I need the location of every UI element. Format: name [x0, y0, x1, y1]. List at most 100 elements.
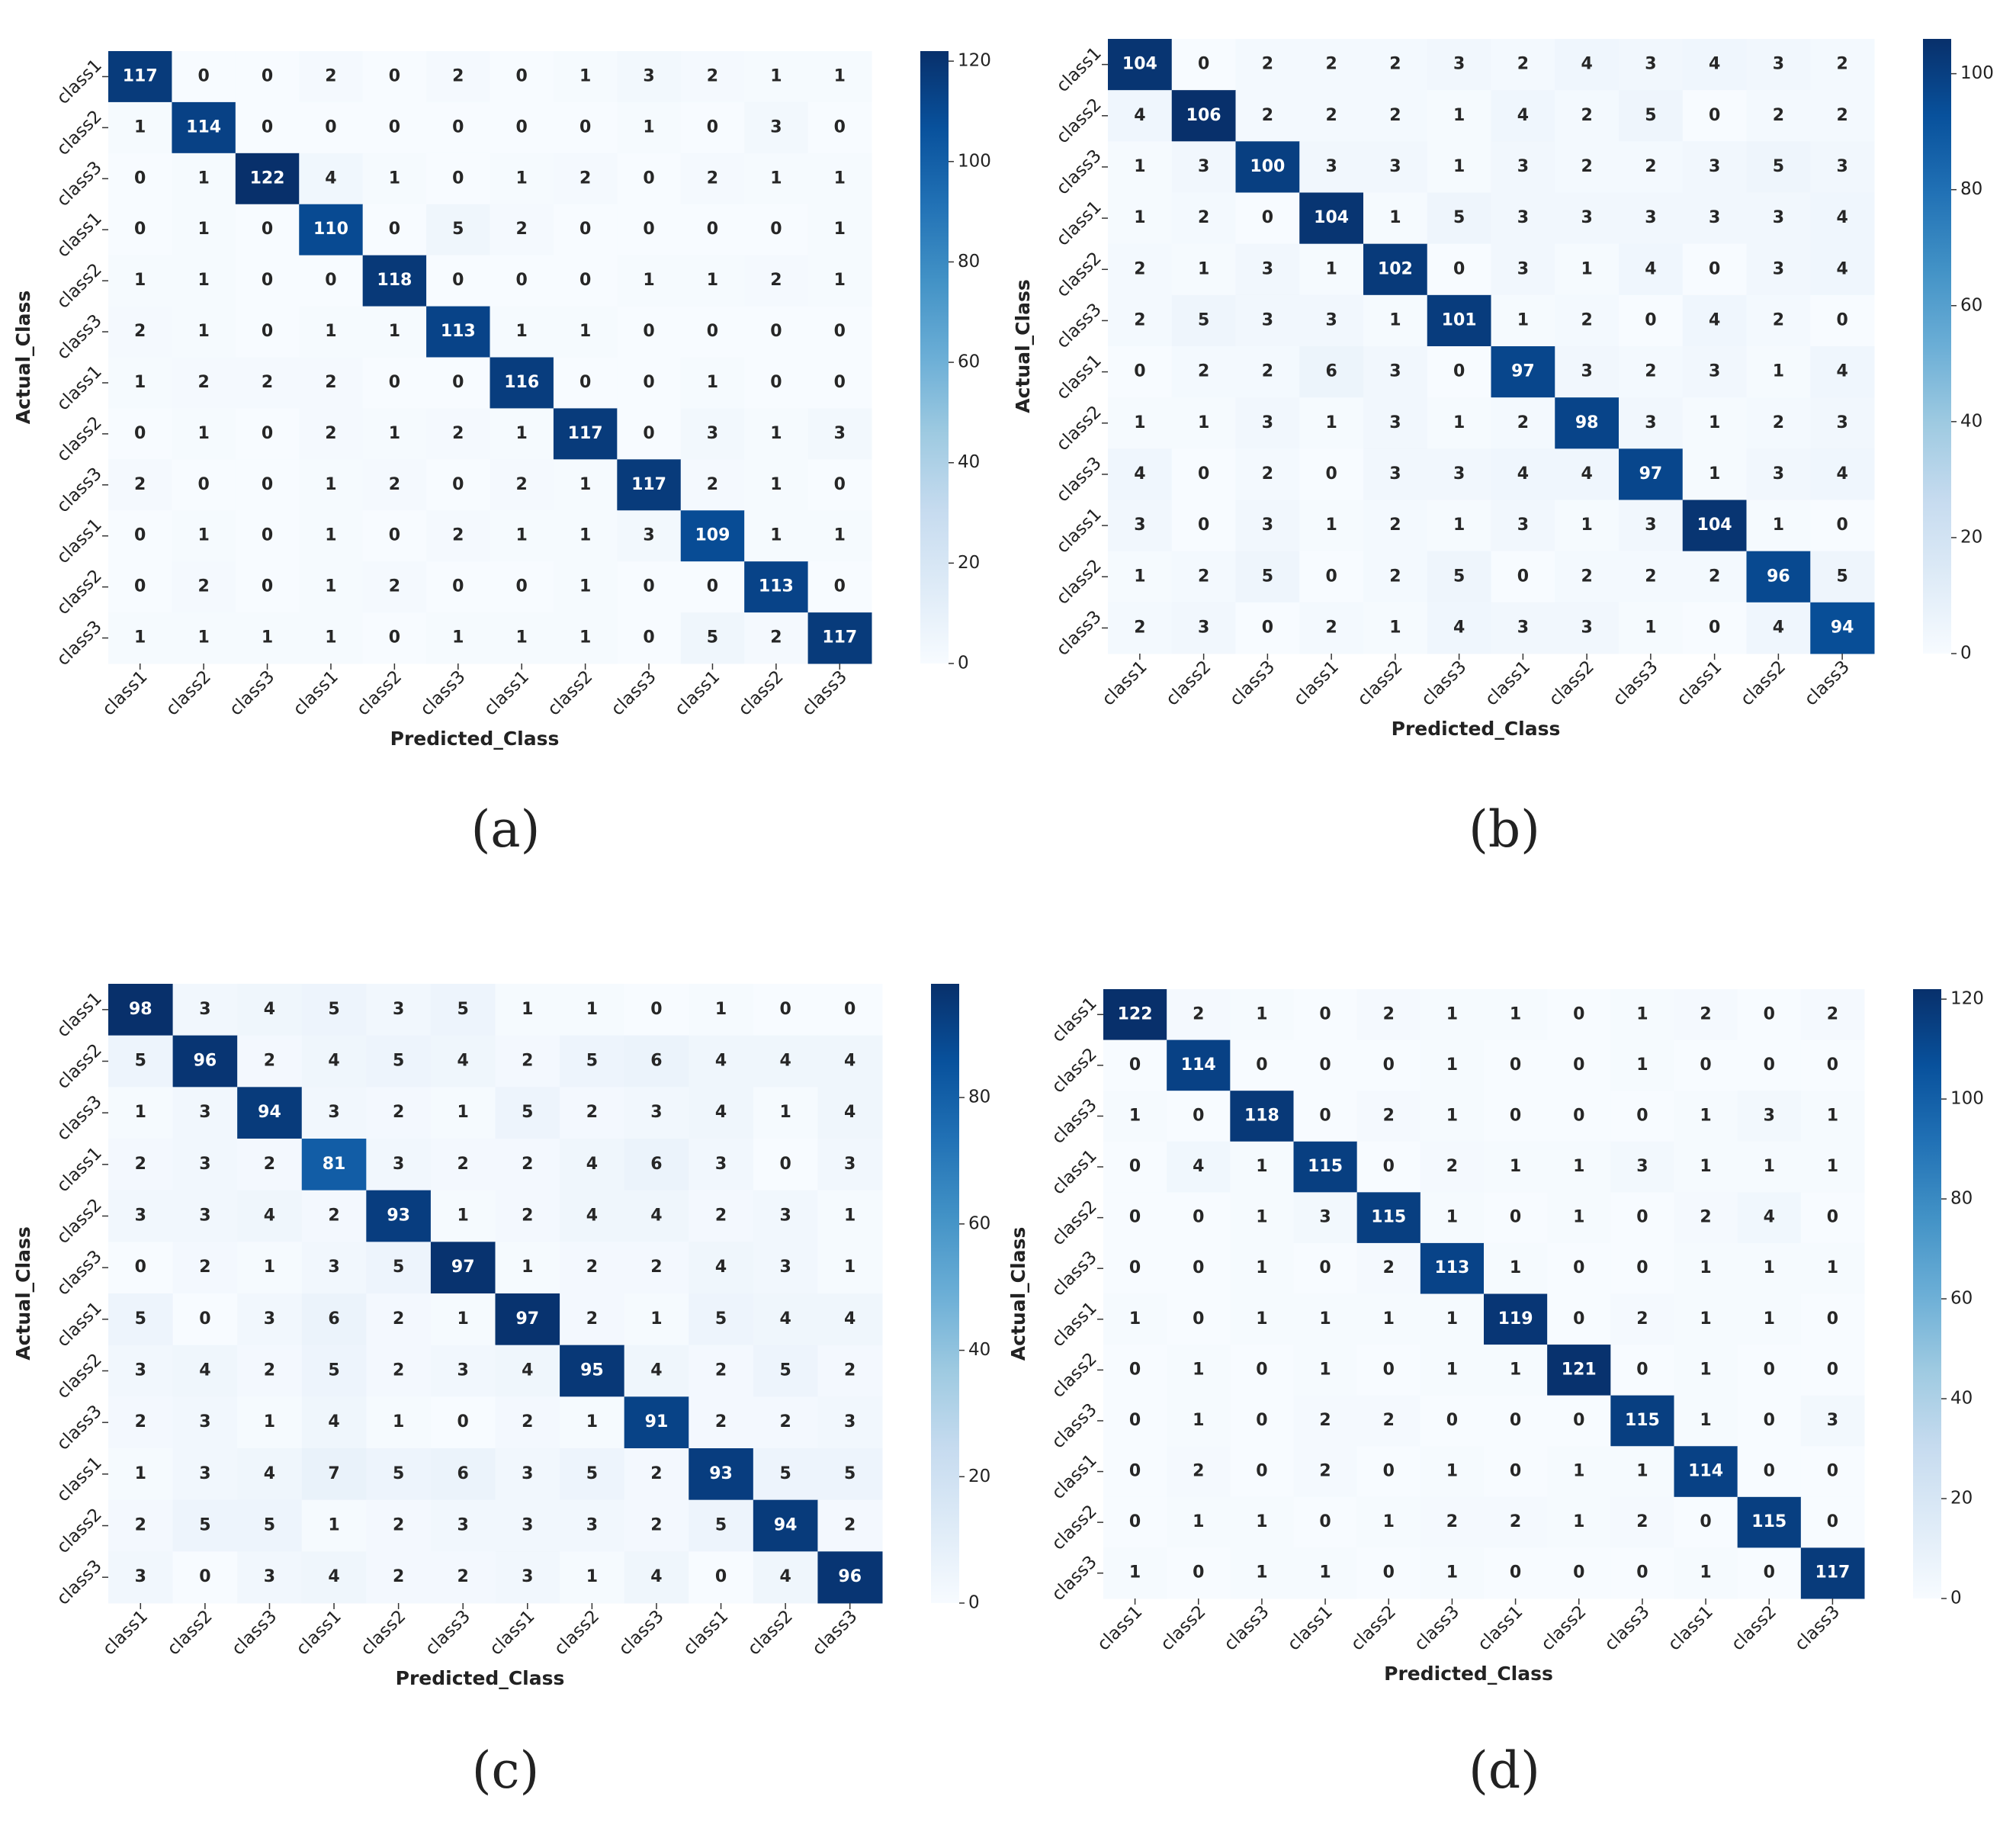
cell-value: 3: [1581, 618, 1592, 637]
heatmap-cell: [1363, 39, 1428, 91]
heatmap-cell: [299, 510, 364, 562]
heatmap-cell: [299, 101, 364, 154]
cell-value: 2: [393, 1103, 404, 1122]
cell-value: 115: [1625, 1411, 1660, 1430]
heatmap-cell: [426, 255, 490, 307]
cell-value: 1: [1453, 157, 1465, 176]
x-tick-label: class1: [290, 667, 342, 719]
heatmap-cell: [1427, 141, 1491, 193]
colorbar-tick-label: 40: [958, 452, 980, 472]
heatmap-cell: [617, 459, 682, 511]
cell-value: 1: [1764, 1258, 1775, 1277]
heatmap-cell: [1230, 1242, 1294, 1294]
colorbar-tick-label: 120: [958, 51, 991, 71]
cell-value: 0: [452, 475, 464, 494]
x-tick-label: class2: [164, 1606, 217, 1659]
heatmap-cell: [817, 1345, 883, 1397]
x-tick-label: class1: [293, 1606, 345, 1659]
cell-value: 113: [1434, 1258, 1469, 1277]
heatmap-cell: [1171, 602, 1236, 654]
cell-value: 0: [1573, 1309, 1584, 1329]
cell-value: 3: [457, 1361, 469, 1380]
colorbar-tick-label: 100: [1960, 63, 1994, 83]
heatmap-cell: [1800, 1039, 1865, 1091]
cell-value: 94: [258, 1103, 281, 1122]
heatmap-cell: [680, 306, 745, 358]
heatmap-cell: [1299, 551, 1364, 603]
cell-value: 0: [1709, 259, 1720, 278]
heatmap-cell: [235, 101, 300, 154]
cell-value: 2: [1773, 310, 1784, 329]
heatmap-cell: [680, 408, 745, 460]
heatmap-cell: [1167, 989, 1231, 1041]
heatmap-cell: [1427, 448, 1491, 500]
cell-value: 1: [1325, 413, 1337, 432]
y-axis-label: Actual_Class: [1012, 279, 1034, 413]
cell-value: 0: [1764, 1004, 1775, 1023]
cell-value: 2: [135, 1155, 146, 1174]
cell-value: 1: [1383, 1512, 1395, 1531]
cell-value: 5: [135, 1052, 146, 1071]
heatmap-cell: [1420, 1293, 1485, 1345]
cell-value: 0: [1193, 1258, 1204, 1277]
heatmap-cell: [362, 612, 427, 664]
colorbar: [920, 51, 949, 663]
cell-value: 4: [1836, 208, 1847, 227]
cell-value: 3: [1389, 464, 1401, 484]
cell-value: 2: [389, 475, 400, 494]
cell-value: 3: [715, 1155, 727, 1174]
colorbar-tick-label: 40: [1950, 1389, 1973, 1409]
cell-value: 114: [1688, 1462, 1723, 1481]
cell-value: 5: [1773, 157, 1784, 176]
cell-value: 0: [1325, 567, 1337, 586]
caption: (b): [1469, 800, 1540, 859]
heatmap-cell: [744, 101, 809, 154]
heatmap-cell: [495, 1345, 560, 1397]
cell-value: 1: [1446, 1360, 1458, 1379]
y-tick-label: class3: [53, 1402, 106, 1454]
heatmap-cell: [1547, 1395, 1611, 1447]
cell-value: 1: [1773, 516, 1784, 535]
y-tick-label: class1: [1053, 198, 1106, 250]
heatmap-cell: [1674, 1446, 1738, 1498]
heatmap-cell: [1674, 1192, 1738, 1244]
cell-value: 1: [1325, 516, 1337, 535]
heatmap-cell: [301, 1345, 367, 1397]
heatmap-cell: [172, 1139, 238, 1191]
cell-value: 2: [779, 1412, 791, 1431]
heatmap-cell: [1299, 39, 1364, 91]
heatmap-cell: [235, 51, 300, 103]
cell-value: 81: [323, 1155, 346, 1174]
heatmap-cell: [108, 51, 172, 103]
heatmap-cell: [1682, 294, 1747, 347]
cell-value: 7: [328, 1464, 339, 1483]
heatmap-cell: [680, 255, 745, 307]
heatmap-cell: [172, 51, 236, 103]
cell-value: 4: [715, 1103, 727, 1122]
heatmap-cell: [1235, 551, 1300, 603]
x-tick-label: class2: [1546, 657, 1598, 709]
cell-value: 0: [834, 475, 846, 494]
x-tick-label: class2: [544, 667, 596, 719]
heatmap-cell: [680, 101, 745, 154]
heatmap-cell: [1555, 551, 1620, 603]
heatmap-cell: [1103, 1091, 1167, 1142]
cell-value: 0: [1700, 1512, 1711, 1531]
heatmap-cell: [366, 1035, 432, 1088]
heatmap-cell: [1484, 1395, 1548, 1447]
heatmap-cell: [1230, 1293, 1294, 1345]
cell-value: 0: [134, 526, 146, 545]
cell-value: 1: [770, 169, 782, 188]
cell-value: 0: [1573, 1563, 1584, 1582]
x-tick-label: class1: [486, 1606, 539, 1659]
heatmap-cell: [560, 1551, 625, 1604]
y-tick-label: class3: [53, 310, 106, 363]
heatmap-cell: [753, 1499, 818, 1552]
cell-value: 0: [1129, 1055, 1141, 1075]
cell-value: 0: [516, 117, 528, 137]
x-tick-label: class2: [1354, 657, 1407, 709]
heatmap-cell: [362, 459, 427, 511]
cell-value: 5: [844, 1464, 856, 1483]
cell-value: 1: [1198, 413, 1209, 432]
heatmap-cell: [689, 1139, 754, 1191]
